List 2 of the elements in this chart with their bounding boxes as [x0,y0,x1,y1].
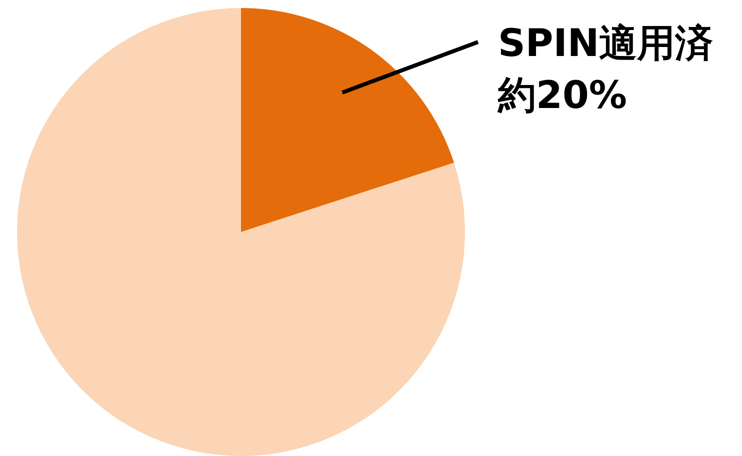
slice-label: SPIN適用済 [498,21,714,65]
data-label: 約20% [497,73,627,117]
